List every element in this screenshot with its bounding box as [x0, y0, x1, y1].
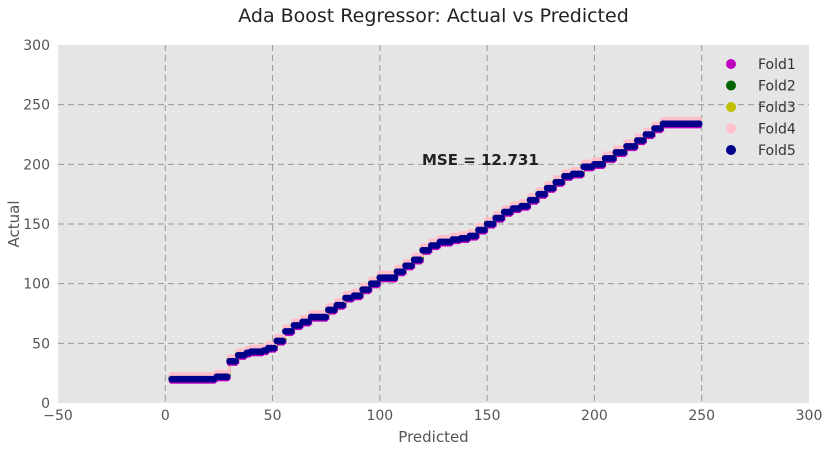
x-tick-label: −50 — [43, 408, 73, 424]
data-point — [609, 154, 617, 162]
data-point — [577, 170, 585, 178]
x-axis-label: Predicted — [398, 428, 468, 446]
data-point — [599, 160, 606, 168]
data-point — [498, 214, 505, 222]
y-tick-label: 200 — [23, 157, 50, 173]
y-axis-label: Actual — [5, 201, 23, 248]
x-tick-label: 200 — [581, 408, 608, 424]
data-point — [631, 143, 639, 150]
mse-annotation: MSE = 12.731 — [422, 151, 539, 169]
data-point — [648, 131, 656, 138]
legend: Fold1 Fold2 Fold3 Fold4 Fold5 — [726, 57, 796, 159]
data-point — [223, 373, 231, 381]
data-point — [365, 286, 372, 294]
y-tick-label: 150 — [23, 217, 50, 233]
data-point — [279, 337, 286, 345]
x-tick-label: 0 — [161, 408, 170, 424]
data-point — [270, 344, 278, 352]
y-tick-label: 300 — [23, 38, 50, 54]
x-tick-label: 250 — [688, 408, 715, 424]
x-tick-labels: −50 0 50 100 150 200 250 300 — [43, 408, 822, 424]
legend-label: Fold2 — [758, 79, 796, 95]
y-tick-label: 250 — [23, 98, 50, 114]
legend-marker — [726, 145, 736, 155]
chart-title: Ada Boost Regressor: Actual vs Predicted — [238, 5, 629, 27]
data-points — [168, 116, 703, 384]
data-point — [356, 292, 364, 299]
data-point — [407, 262, 415, 270]
legend-label: Fold4 — [758, 122, 796, 138]
data-point — [287, 328, 295, 335]
x-tick-label: 150 — [474, 408, 501, 424]
legend-marker — [726, 102, 736, 112]
data-point — [399, 268, 407, 276]
legend-label: Fold3 — [758, 100, 796, 116]
data-point — [339, 301, 347, 309]
data-point — [540, 190, 548, 198]
data-point — [639, 137, 647, 144]
legend-marker — [726, 80, 736, 91]
data-point — [480, 226, 488, 234]
data-point — [472, 232, 480, 240]
series-fold5 — [168, 120, 703, 383]
data-point — [695, 120, 703, 128]
x-tick-label: 300 — [796, 408, 823, 424]
data-point — [523, 202, 531, 210]
data-point — [558, 178, 565, 186]
y-tick-labels: 0 50 100 150 200 250 300 — [23, 38, 50, 412]
data-point — [532, 196, 540, 204]
y-tick-label: 0 — [41, 396, 50, 412]
legend-label: Fold5 — [758, 143, 796, 159]
x-tick-label: 100 — [366, 408, 393, 424]
data-point — [489, 220, 497, 228]
grid — [58, 45, 809, 403]
data-point — [549, 184, 557, 192]
data-point — [391, 274, 399, 282]
legend-marker — [726, 123, 736, 134]
y-tick-label: 100 — [23, 277, 50, 293]
x-tick-label: 50 — [264, 408, 282, 424]
data-point — [620, 149, 628, 156]
legend-marker — [726, 59, 736, 69]
data-point — [373, 280, 381, 288]
data-point — [231, 357, 239, 365]
legend-label: Fold1 — [758, 57, 796, 73]
data-point — [416, 256, 424, 264]
y-tick-label: 50 — [32, 336, 50, 352]
data-point — [322, 313, 329, 321]
